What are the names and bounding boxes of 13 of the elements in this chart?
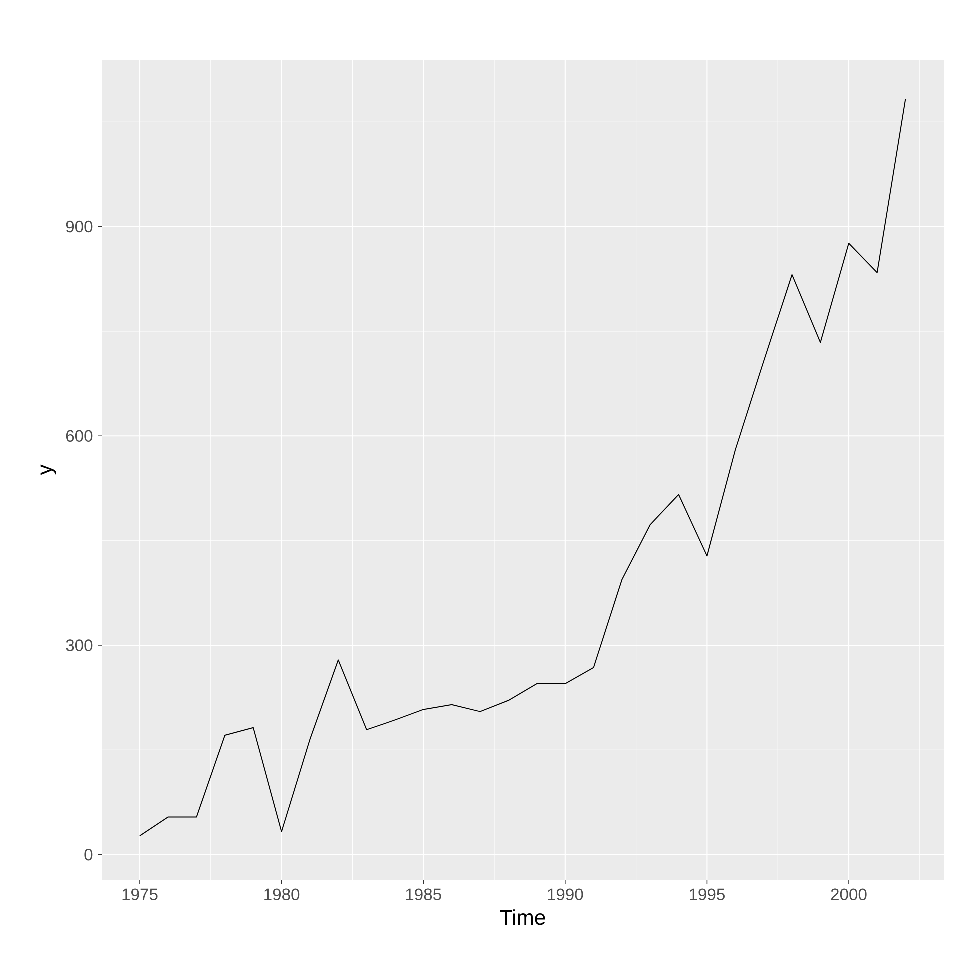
x-tick-label: 1980 [264, 888, 300, 900]
x-tick-label: 1985 [406, 888, 442, 900]
x-tick-label: 1975 [122, 888, 158, 900]
y-tick-label: 300 [66, 640, 93, 652]
y-tick-label: 600 [66, 430, 93, 442]
x-tick-label: 2000 [831, 888, 867, 900]
x-tick-label: 1995 [690, 888, 725, 900]
y-tick-label: 900 [66, 220, 93, 233]
y-axis-title: y [40, 464, 56, 476]
line-series [140, 98, 906, 837]
x-axis-title: Time [500, 910, 546, 926]
x-tick-label: 1990 [548, 888, 584, 900]
y-tick-label: 0 [84, 849, 93, 861]
